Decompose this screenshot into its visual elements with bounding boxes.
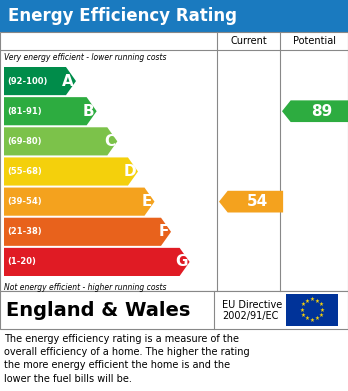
Text: England & Wales: England & Wales	[6, 301, 190, 319]
Text: ★: ★	[318, 313, 323, 317]
Text: ★: ★	[310, 297, 315, 302]
Text: ★: ★	[315, 316, 319, 321]
Text: ★: ★	[320, 307, 325, 312]
Text: (69-80): (69-80)	[7, 137, 41, 146]
Polygon shape	[4, 248, 190, 276]
Text: D: D	[123, 164, 136, 179]
Text: Potential: Potential	[293, 36, 335, 46]
Text: 89: 89	[311, 104, 332, 119]
Text: ★: ★	[318, 302, 323, 307]
Text: (81-91): (81-91)	[7, 107, 42, 116]
Polygon shape	[4, 97, 97, 125]
Text: Very energy efficient - lower running costs: Very energy efficient - lower running co…	[4, 54, 166, 63]
Text: B: B	[83, 104, 95, 119]
Text: ★: ★	[299, 307, 304, 312]
Text: ★: ★	[315, 299, 319, 304]
Bar	[286, 294, 338, 326]
Text: The energy efficiency rating is a measure of the
overall efficiency of a home. T: The energy efficiency rating is a measur…	[4, 334, 250, 384]
Polygon shape	[4, 127, 117, 156]
Polygon shape	[4, 218, 171, 246]
Polygon shape	[282, 100, 348, 122]
Text: 2002/91/EC: 2002/91/EC	[222, 311, 278, 321]
Bar	[0, 291, 348, 329]
Text: 54: 54	[247, 194, 268, 209]
Text: ★: ★	[301, 313, 306, 317]
Text: ★: ★	[304, 316, 309, 321]
Polygon shape	[4, 188, 155, 216]
Text: Not energy efficient - higher running costs: Not energy efficient - higher running co…	[4, 283, 166, 292]
Text: (92-100): (92-100)	[7, 77, 47, 86]
Text: F: F	[159, 224, 169, 239]
Text: E: E	[142, 194, 152, 209]
Polygon shape	[4, 67, 76, 95]
Text: (39-54): (39-54)	[7, 197, 42, 206]
Bar	[0, 0, 348, 32]
Text: ★: ★	[304, 299, 309, 304]
Text: ★: ★	[301, 302, 306, 307]
Polygon shape	[219, 191, 283, 212]
Text: C: C	[104, 134, 115, 149]
Text: A: A	[62, 74, 74, 89]
Text: Energy Efficiency Rating: Energy Efficiency Rating	[8, 7, 237, 25]
Text: (1-20): (1-20)	[7, 257, 36, 266]
Text: (55-68): (55-68)	[7, 167, 42, 176]
Bar	[0, 32, 348, 291]
Text: Current: Current	[230, 36, 267, 46]
Text: (21-38): (21-38)	[7, 227, 42, 236]
Polygon shape	[4, 158, 138, 186]
Text: ★: ★	[310, 318, 315, 323]
Text: EU Directive: EU Directive	[222, 300, 282, 310]
Text: G: G	[175, 255, 188, 269]
